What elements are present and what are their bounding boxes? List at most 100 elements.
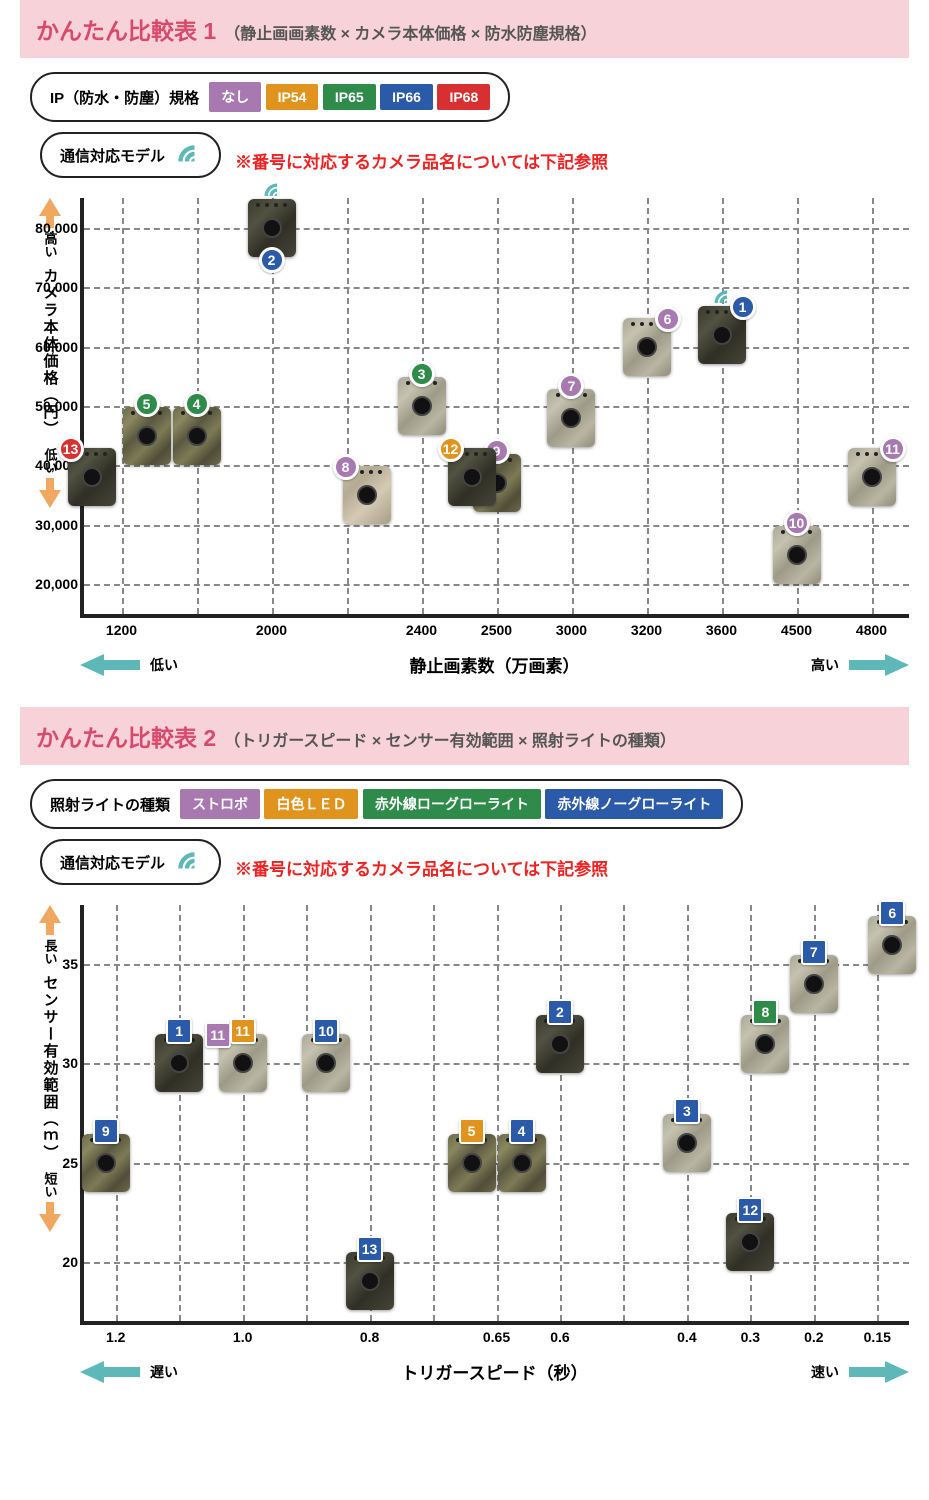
camera-icon: 13: [68, 448, 116, 506]
camera-icon: 12: [726, 1213, 774, 1271]
chart1-x-axis: 低い 静止画素数（万画素） 高い: [80, 652, 909, 677]
camera-badge: 12: [737, 1197, 763, 1223]
x-tick: 3600: [706, 622, 737, 638]
x-label: トリガースピード（秒）: [188, 1359, 801, 1384]
camera-badge: 10: [784, 510, 810, 536]
chart2-plot: 202530351.21.00.80.650.60.40.30.20.15123…: [80, 905, 909, 1325]
wifi-icon: [175, 142, 201, 168]
chart1-wrap: 高い カメラ本体価格（円） 低い 20,00030,00040,00050,00…: [20, 198, 909, 677]
camera-badge: 6: [655, 306, 681, 332]
x-tick: 4800: [856, 622, 887, 638]
gridline-v: [116, 905, 118, 1321]
camera-badge: 1: [730, 294, 756, 320]
camera-badge: 4: [509, 1118, 535, 1144]
x-tick: 0.4: [677, 1329, 696, 1345]
x-tick: 0.8: [360, 1329, 379, 1345]
camera-icon: 6: [868, 916, 916, 974]
camera-point-5: 5: [448, 1134, 496, 1192]
x-tick: 0.15: [864, 1329, 891, 1345]
camera-point-11: 1111: [219, 1034, 267, 1092]
chart2-title-bar: かんたん比較表 2 （トリガースピード × センサー有効範囲 × 照射ライトの種…: [20, 707, 909, 765]
legend-chip: IP54: [266, 84, 319, 110]
camera-badge: 11: [880, 436, 906, 462]
camera-icon: 6: [623, 318, 671, 376]
camera-badge: 11: [230, 1018, 256, 1044]
right-arrow-icon: [849, 1361, 909, 1383]
gridline-v: [433, 905, 435, 1321]
gridline-v: [306, 905, 308, 1321]
camera-badge: 13: [357, 1236, 383, 1262]
camera-point-8: 8: [343, 466, 391, 524]
chart1-legend: IP（防水・防塵）規格 なし IP54 IP65 IP66 IP68: [30, 72, 510, 122]
chart2-wrap: 長い センサー有効範囲（ｍ） 短い 202530351.21.00.80.650…: [20, 905, 909, 1384]
y-tick: 50,000: [26, 398, 78, 414]
x-tick: 2400: [406, 622, 437, 638]
camera-icon: 2: [248, 199, 296, 257]
camera-point-11: 11: [848, 448, 896, 506]
camera-point-10: 10: [773, 526, 821, 584]
x-lo: 遅い: [140, 1362, 188, 1382]
camera-badge: 8: [752, 999, 778, 1025]
camera-badge: 7: [801, 939, 827, 965]
chart2-legend: 照射ライトの種類 ストロボ 白色ＬＥＤ 赤外線ローグローライト 赤外線ノーグロー…: [30, 779, 743, 829]
chart1-plot: 20,00030,00040,00050,00060,00070,00080,0…: [80, 198, 909, 618]
y-tick: 25: [26, 1155, 78, 1171]
chart2-title: かんたん比較表 2: [36, 719, 216, 753]
chart2-section: かんたん比較表 2 （トリガースピード × センサー有効範囲 × 照射ライトの種…: [0, 707, 929, 1414]
left-arrow-icon: [80, 654, 140, 676]
chart2-x-axis: 遅い トリガースピード（秒） 速い: [80, 1359, 909, 1384]
gridline-v: [179, 905, 181, 1321]
camera-icon: 10: [773, 526, 821, 584]
x-tick: 2500: [481, 622, 512, 638]
gridline-v: [722, 198, 724, 614]
camera-icon: 11: [848, 448, 896, 506]
x-hi: 高い: [801, 655, 849, 675]
x-tick: 2000: [256, 622, 287, 638]
left-arrow-icon: [80, 1361, 140, 1383]
camera-badge: 3: [409, 361, 435, 387]
x-tick: 1.0: [233, 1329, 252, 1345]
chart2-comm-row: 通信対応モデル ※番号に対応するカメラ品名については下記参照: [30, 839, 909, 895]
camera-badge: 10: [313, 1018, 339, 1044]
camera-badge: 5: [459, 1118, 485, 1144]
y-tick: 60,000: [26, 339, 78, 355]
camera-point-12: 12: [448, 448, 496, 506]
y-tick: 30,000: [26, 517, 78, 533]
camera-point-3: 3: [663, 1114, 711, 1172]
up-arrow-icon: [39, 905, 61, 935]
chart1-title-bar: かんたん比較表 1 （静止画画素数 × カメラ本体価格 × 防水防塵規格）: [20, 0, 909, 58]
x-tick: 3000: [556, 622, 587, 638]
camera-point-10: 10: [302, 1034, 350, 1092]
camera-icon: 8: [741, 1015, 789, 1073]
gridline-v: [497, 198, 499, 614]
legend-label: 照射ライトの種類: [50, 794, 170, 815]
camera-badge: 5: [134, 391, 160, 417]
comm-label: 通信対応モデル: [60, 145, 165, 166]
camera-point-7: 7: [790, 955, 838, 1013]
x-tick: 1.2: [106, 1329, 125, 1345]
y-lo: 短い: [41, 1168, 60, 1202]
camera-icon: 12: [448, 448, 496, 506]
camera-icon: 5: [123, 407, 171, 465]
gridline-v: [243, 905, 245, 1321]
camera-icon: 3: [663, 1114, 711, 1172]
camera-badge: 1: [166, 1018, 192, 1044]
camera-badge: 9: [93, 1118, 119, 1144]
camera-point-3: 3: [398, 377, 446, 435]
chart1-comm-row: 通信対応モデル ※番号に対応するカメラ品名については下記参照: [30, 132, 909, 188]
camera-icon: 8: [343, 466, 391, 524]
legend-chip: IP66: [380, 84, 433, 110]
camera-badge: 4: [184, 391, 210, 417]
camera-point-1: 1: [155, 1034, 203, 1092]
camera-point-5: 5: [123, 407, 171, 465]
legend-chip: IP65: [323, 84, 376, 110]
camera-icon: 5: [448, 1134, 496, 1192]
camera-point-6: 6: [623, 318, 671, 376]
legend-chip: IP68: [437, 84, 490, 110]
x-label: 静止画素数（万画素）: [188, 652, 801, 677]
camera-badge: 6: [879, 900, 905, 926]
y-tick: 20: [26, 1254, 78, 1270]
camera-badge: 3: [674, 1098, 700, 1124]
camera-point-4: 4: [498, 1134, 546, 1192]
camera-point-8: 8: [741, 1015, 789, 1073]
